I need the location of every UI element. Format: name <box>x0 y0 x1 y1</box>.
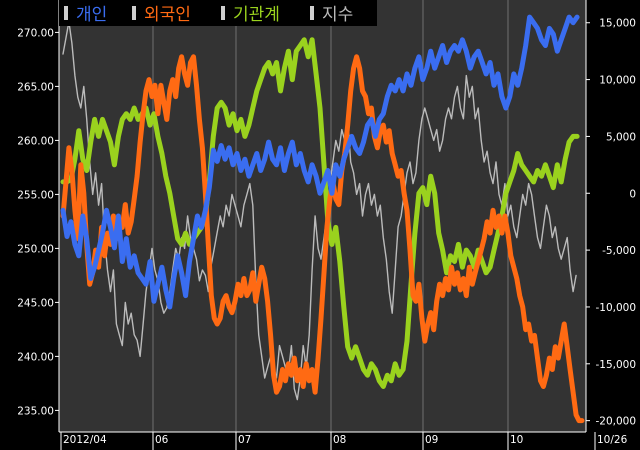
left-tick-label-6: 240.00 <box>17 351 54 363</box>
x-tick-label-2: 07 <box>238 434 251 446</box>
x-tick-label-6: 10/26 <box>597 434 628 446</box>
right-tick-label-3: 0 <box>629 188 636 200</box>
legend-marker-2 <box>221 6 225 20</box>
legend-background <box>59 0 377 26</box>
series-line-institution <box>60 37 580 389</box>
right-axis: 15,000 10,000 5,000 0 -5,000 -10,000 -15,000 -2… <box>586 18 636 428</box>
legend-item-index: 지수 <box>322 5 353 25</box>
x-tick-label-4: 09 <box>425 434 438 446</box>
x-axis: 2012/04 06 07 08 09 10 10/26 <box>60 432 628 450</box>
left-tick-label-5: 245.00 <box>17 297 54 309</box>
series-line-individual <box>60 14 580 310</box>
right-tick-label-2: 5,000 <box>606 131 636 143</box>
right-tick-label-4: -5,000 <box>602 245 636 257</box>
series-line-foreign <box>60 54 585 424</box>
left-tick-label-4: 250.00 <box>17 243 54 255</box>
right-tick-label-1: 10,000 <box>599 75 636 87</box>
x-tick-label-1: 06 <box>155 434 169 446</box>
legend-item-institution: 기관계 <box>233 5 280 25</box>
left-tick-label-0: 270.00 <box>17 27 54 39</box>
series-lines <box>60 14 585 424</box>
legend-item-individual: 개인 <box>76 5 107 25</box>
right-tick-label-6: -15,000 <box>595 359 636 371</box>
legend-item-foreign: 외국인 <box>144 5 191 25</box>
x-tick-label-0: 2012/04 <box>63 434 107 446</box>
right-tick-label-5: -10,000 <box>595 302 636 314</box>
left-tick-label-3: 255.00 <box>17 189 54 201</box>
left-axis: 270.00 265.00 260.00 255.00 250.00 245.00 240.… <box>17 27 59 417</box>
left-tick-label-2: 260.00 <box>17 135 54 147</box>
x-tick-label-5: 10 <box>510 434 523 446</box>
right-tick-label-0: 15,000 <box>599 18 636 30</box>
x-tick-label-3: 08 <box>333 434 346 446</box>
legend-marker-1 <box>132 6 136 20</box>
legend: 개인 외국인 기관계 지수 <box>59 0 377 26</box>
left-tick-label-7: 235.00 <box>17 405 54 417</box>
legend-marker-0 <box>64 6 68 20</box>
left-tick-label-1: 265.00 <box>17 81 54 93</box>
right-tick-label-7: -20,000 <box>595 416 636 428</box>
legend-marker-3 <box>310 6 314 20</box>
